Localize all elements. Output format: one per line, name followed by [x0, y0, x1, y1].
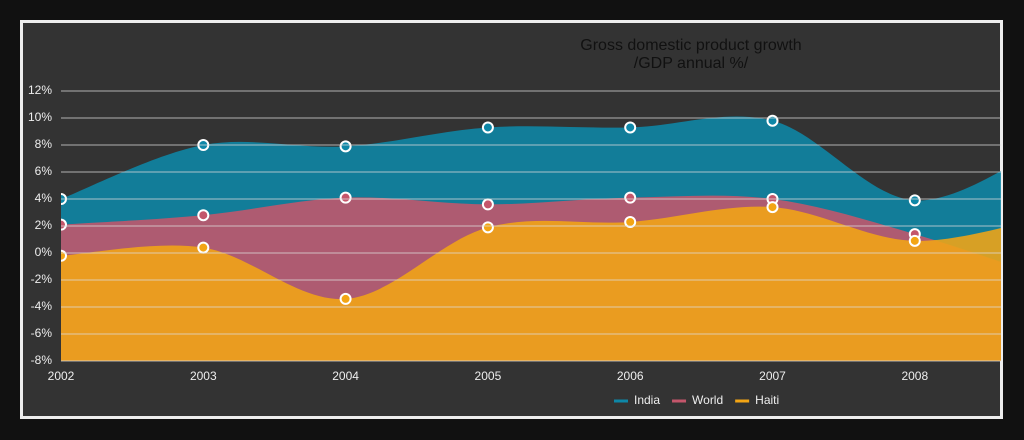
- x-tick-label: 2007: [759, 369, 786, 383]
- x-tick-label: 2002: [48, 369, 75, 383]
- y-tick-label: 4%: [35, 191, 53, 205]
- point: [339, 140, 352, 153]
- y-tick-label: -8%: [31, 353, 53, 367]
- point: [908, 194, 921, 207]
- y-tick-label: -2%: [31, 272, 53, 286]
- point: [481, 121, 494, 134]
- point: [624, 215, 637, 228]
- point: [766, 114, 779, 127]
- point: [908, 234, 921, 247]
- y-tick-label: 8%: [35, 137, 53, 151]
- legend-label: Haiti: [755, 393, 779, 407]
- point: [766, 201, 779, 214]
- x-tick-label: 2006: [617, 369, 644, 383]
- point: [481, 221, 494, 234]
- y-tick-label: 6%: [35, 164, 53, 178]
- point: [197, 241, 210, 254]
- x-tick-label: 2003: [190, 369, 217, 383]
- point: [481, 198, 494, 211]
- legend-label: India: [634, 393, 660, 407]
- x-tick-label: 2004: [332, 369, 359, 383]
- y-tick-label: -6%: [31, 326, 53, 340]
- y-tick-label: 12%: [28, 83, 52, 97]
- point: [61, 218, 67, 231]
- chart-subtitle: /GDP annual %/: [634, 55, 749, 72]
- y-tick-label: 0%: [35, 245, 53, 259]
- x-tick-label: 2008: [901, 369, 928, 383]
- y-tick-label: 2%: [35, 218, 53, 232]
- x-tick-label: 2005: [475, 369, 502, 383]
- point: [624, 191, 637, 204]
- point: [197, 209, 210, 222]
- y-tick-label: -4%: [31, 299, 53, 313]
- point: [624, 121, 637, 134]
- area: [61, 206, 1001, 361]
- legend-label: World: [692, 393, 723, 407]
- y-tick-label: 10%: [28, 110, 52, 124]
- point: [339, 191, 352, 204]
- point: [339, 292, 352, 305]
- chart-title: Gross domestic product growth: [580, 37, 801, 54]
- plot-area: [61, 114, 1001, 361]
